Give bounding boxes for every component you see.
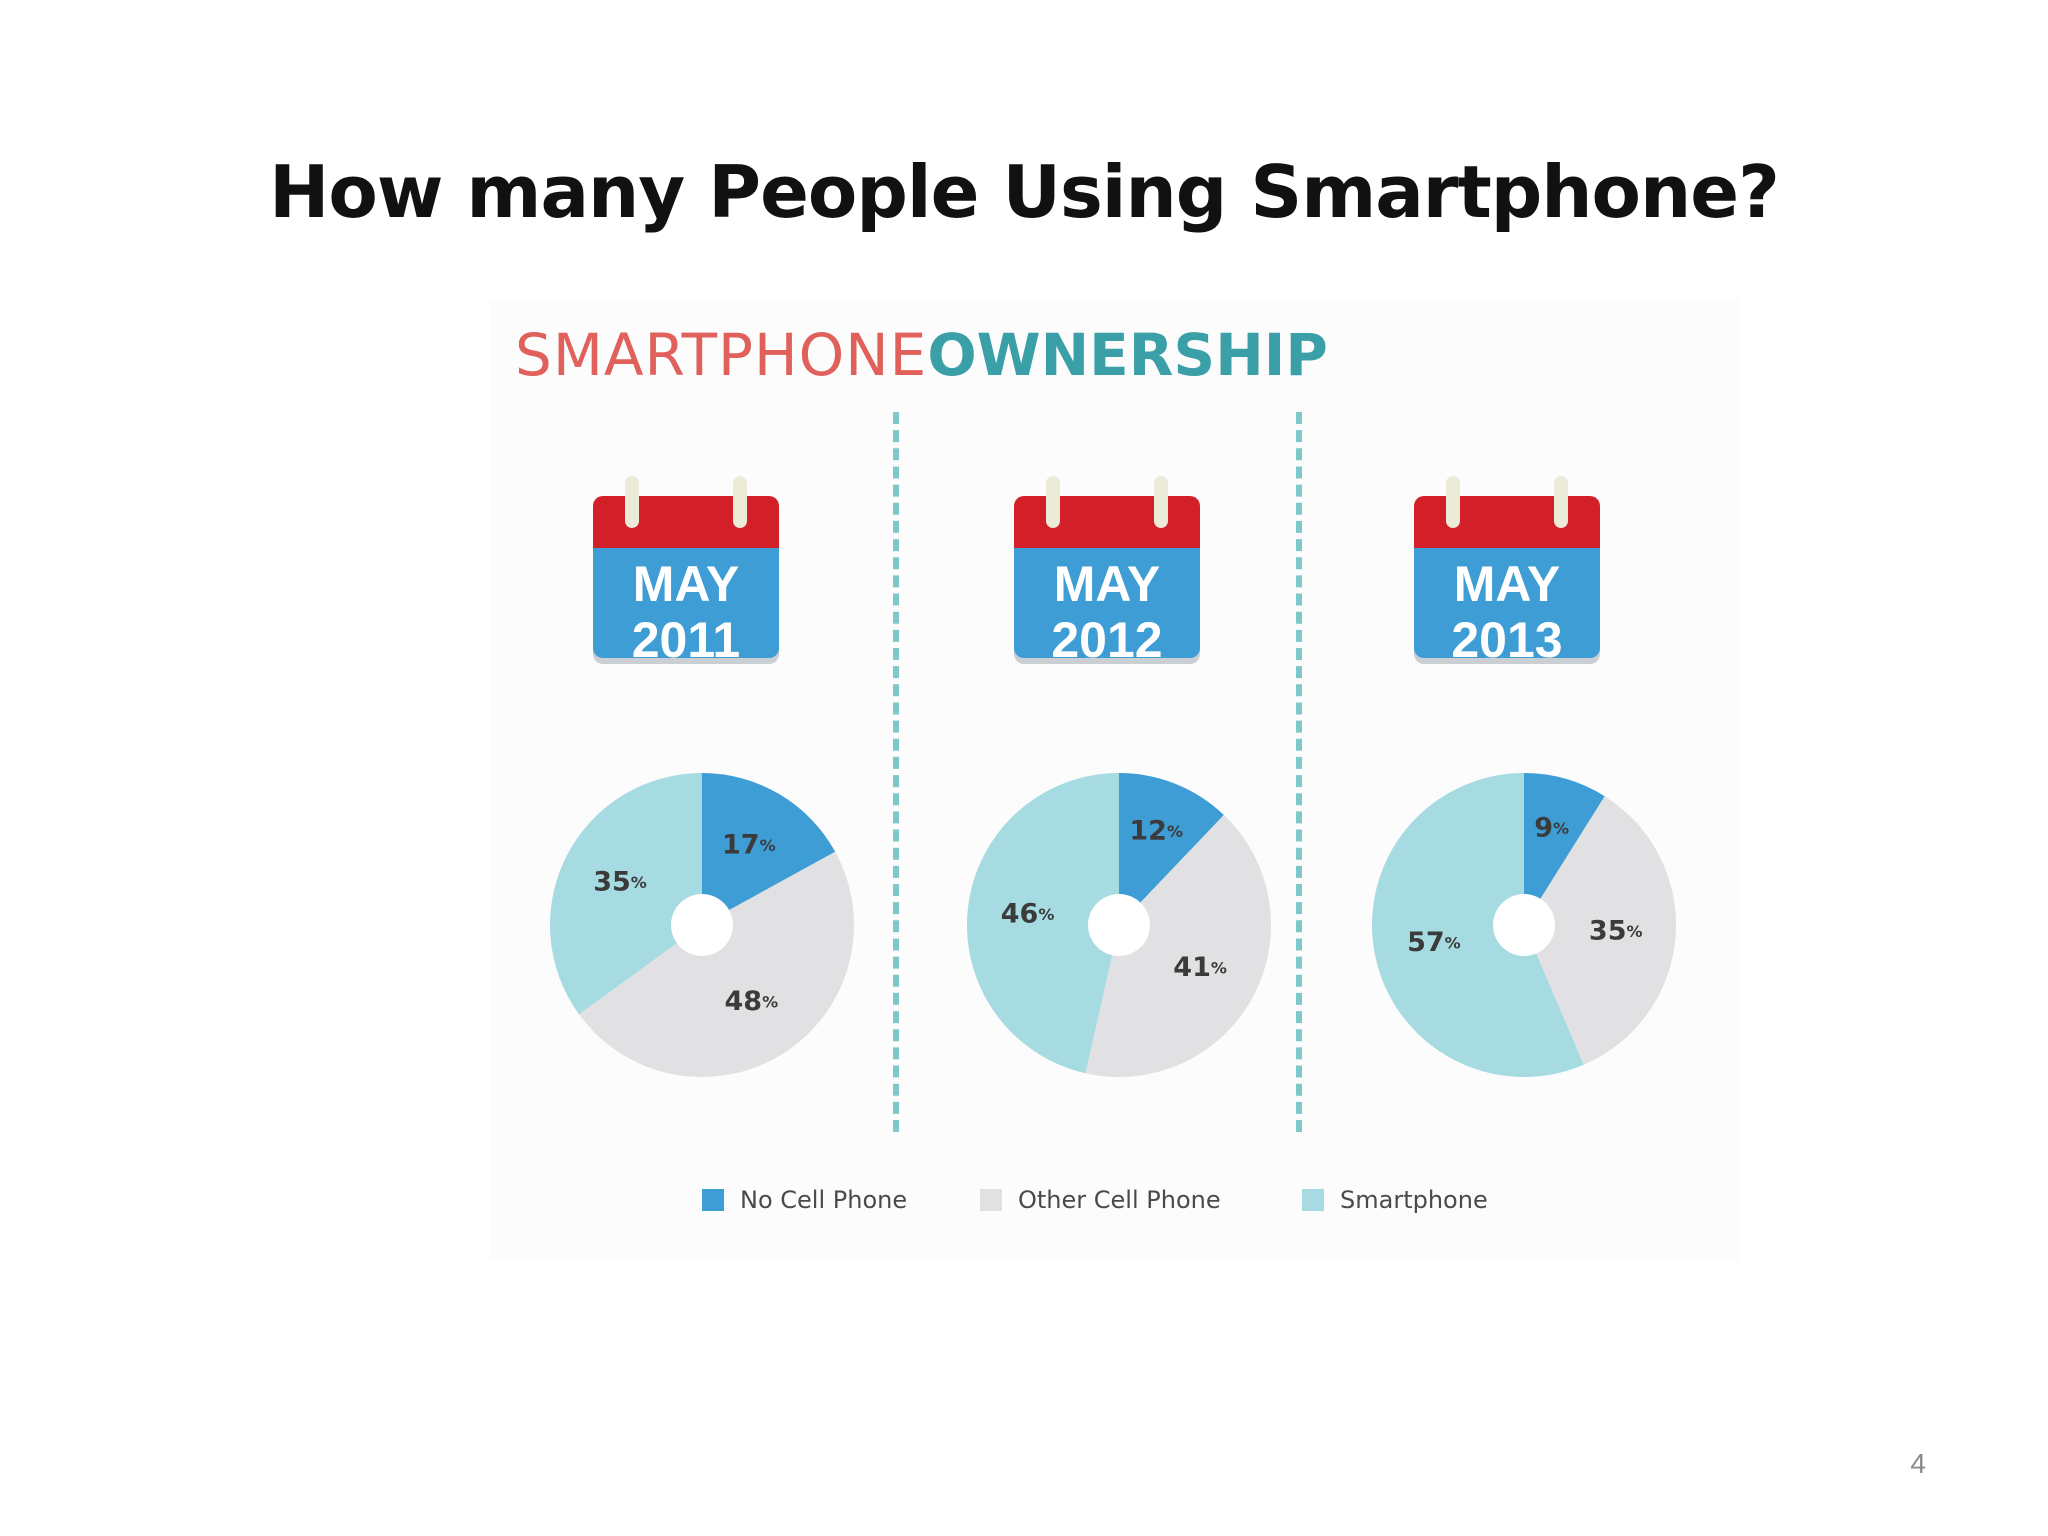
infographic-headline: SMARTPHONEOWNERSHIP [515, 320, 1328, 390]
page-number: 4 [1910, 1448, 1926, 1479]
calendar-ring-right [1554, 476, 1568, 528]
donut-hole [1088, 894, 1150, 956]
legend-label: Other Cell Phone [1018, 1186, 1221, 1214]
calendar-month: MAY [632, 556, 740, 612]
calendar-year: 2013 [1451, 612, 1563, 668]
calendar-ring-left [625, 476, 639, 528]
column-divider-2 [1296, 412, 1302, 1132]
donut-chart-2011: 17%48%35% [550, 773, 854, 1077]
calendar-ring-left [1046, 476, 1060, 528]
pie-slice-no-cell-phone [1119, 773, 1224, 925]
pie-slice-other-cell-phone [1085, 814, 1271, 1077]
infographic: SMARTPHONEOWNERSHIP MAY 2011 MAY 2012 MA… [490, 300, 1740, 1260]
data-label-no-cell-phone: 17% [722, 829, 776, 860]
calendar-icon-2013: MAY 2013 [1414, 476, 1600, 668]
calendar-month: MAY [1453, 556, 1561, 612]
pie-slice-smartphone [967, 773, 1119, 1074]
legend-swatch [702, 1189, 724, 1211]
data-label-no-cell-phone: 12% [1129, 816, 1183, 847]
calendar-header [593, 496, 779, 548]
calendar-year: 2011 [631, 612, 741, 668]
headline-light-text: SMARTPHONE [515, 321, 928, 389]
chart-legend: No Cell Phone Other Cell Phone Smartphon… [490, 1180, 1740, 1220]
pie-slice-other-cell-phone [579, 851, 854, 1077]
data-label-smartphone: 57% [1407, 927, 1461, 958]
donut-hole [1493, 894, 1555, 956]
pie-slice-no-cell-phone [1524, 773, 1605, 925]
pie-slice-smartphone [550, 773, 702, 1015]
calendar-month: MAY [1053, 556, 1161, 612]
legend-label: No Cell Phone [740, 1186, 908, 1214]
donut-hole [671, 894, 733, 956]
calendar-icon-2011: MAY 2011 [593, 476, 779, 668]
legend-item-no-cell-phone: No Cell Phone [702, 1180, 907, 1220]
legend-swatch [1302, 1189, 1324, 1211]
calendar-ring-right [1154, 476, 1168, 528]
column-divider-1 [893, 412, 899, 1132]
pie-slice-no-cell-phone [702, 773, 836, 925]
pie-slice-smartphone [1372, 773, 1584, 1077]
legend-swatch [980, 1189, 1002, 1211]
calendar-ring-left [1446, 476, 1460, 528]
donut-chart-2012: 12%41%46% [967, 773, 1271, 1077]
calendar-icon-2012: MAY 2012 [1014, 476, 1200, 668]
calendar-header [1414, 496, 1600, 548]
legend-label: Smartphone [1340, 1186, 1488, 1214]
calendar-year: 2012 [1051, 612, 1163, 668]
calendar-ring-right [733, 476, 747, 528]
legend-item-other-cell-phone: Other Cell Phone [980, 1180, 1221, 1220]
headline-bold-text: OWNERSHIP [927, 321, 1328, 389]
legend-item-smartphone: Smartphone [1302, 1180, 1488, 1220]
donut-chart-2013: 9%35%57% [1372, 773, 1676, 1077]
calendar-body [1014, 548, 1200, 658]
calendar-body [1414, 548, 1600, 658]
calendar-body [593, 548, 779, 658]
slide-title: How many People Using Smartphone? [269, 150, 1780, 234]
pie-slice-other-cell-phone [1524, 796, 1676, 1065]
calendar-header [1014, 496, 1200, 548]
